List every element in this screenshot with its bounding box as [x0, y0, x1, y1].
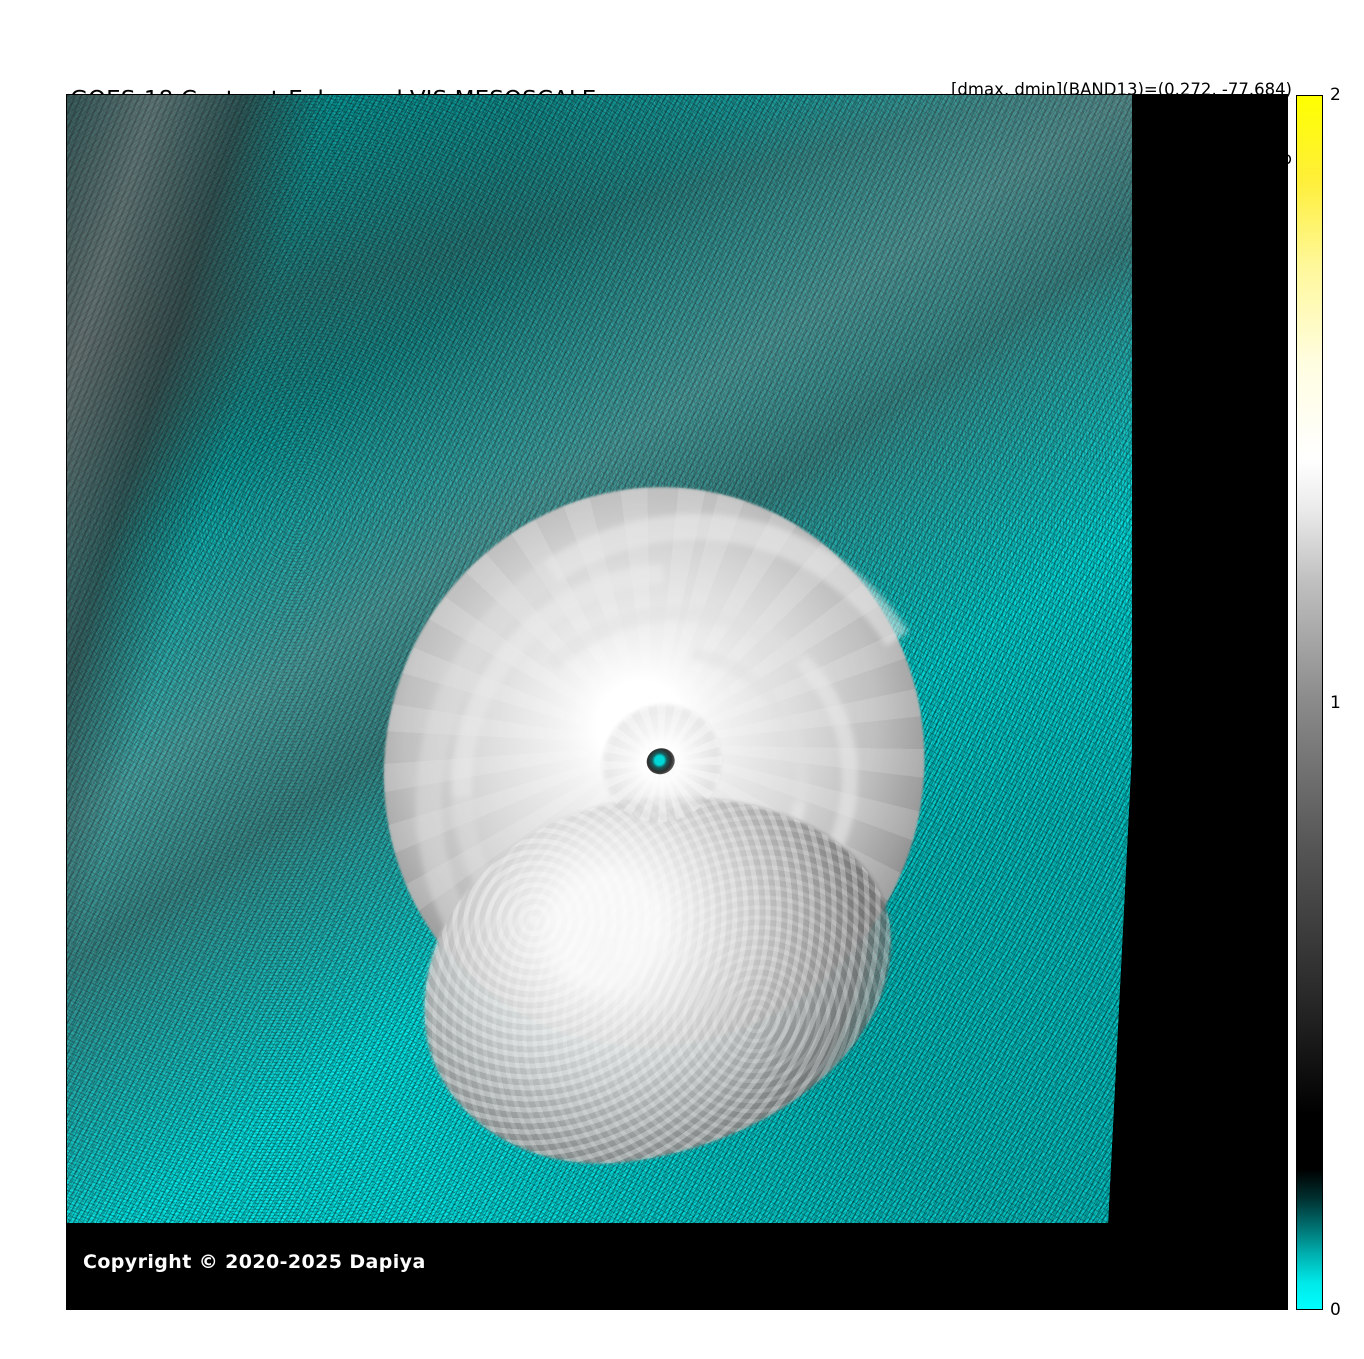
x-axis-tick-mark — [204, 1309, 205, 1310]
colorbar-gradient — [1296, 95, 1323, 1310]
hurricane-kiko — [319, 429, 1019, 1203]
image-clip-region — [67, 95, 1287, 1309]
nodata-region-right — [1132, 95, 1287, 1309]
colorbar-tick-label: 0 — [1330, 1300, 1341, 1320]
satellite-image-plot[interactable]: Copyright © 2020-2025 Dapiya 18°N16°N14°… — [66, 94, 1288, 1310]
x-axis-tick-mark — [951, 1309, 952, 1310]
copyright-watermark: Copyright © 2020-2025 Dapiya — [83, 1251, 426, 1273]
x-axis-tick-mark — [702, 1309, 703, 1310]
x-axis-tick-mark — [453, 1309, 454, 1310]
satellite-swath — [67, 95, 1167, 1288]
colorbar-tick-label: 2 — [1330, 85, 1341, 105]
x-axis-tick-mark — [1200, 1309, 1201, 1310]
colorbar-tick-label: 1 — [1330, 692, 1341, 713]
nodata-region-bottom — [67, 1223, 1287, 1309]
colorbar[interactable]: 2 1 0 — [1296, 85, 1341, 1320]
